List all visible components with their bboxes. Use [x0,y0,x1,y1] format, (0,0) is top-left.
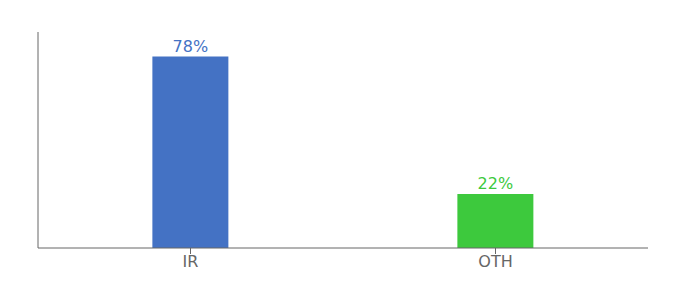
svg-text:IR: IR [183,252,199,271]
svg-text:OTH: OTH [478,252,512,271]
svg-text:78%: 78% [173,37,209,56]
svg-text:22%: 22% [478,174,514,193]
